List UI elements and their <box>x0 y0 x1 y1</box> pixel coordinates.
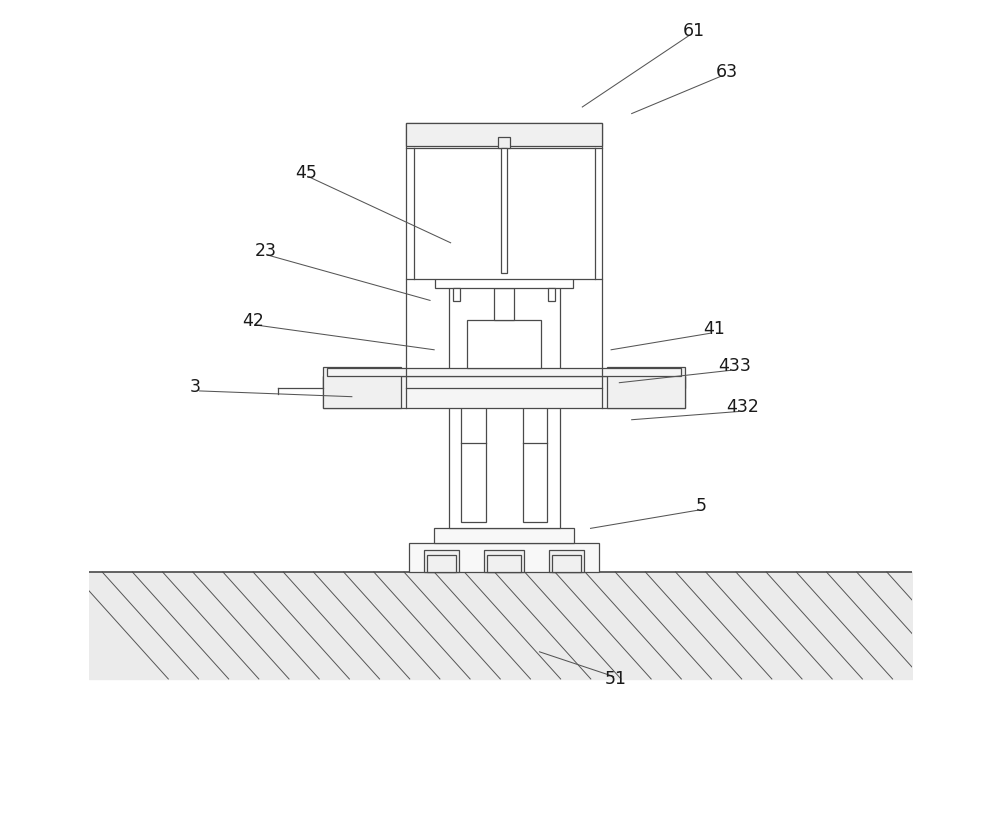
Bar <box>607 367 685 407</box>
Bar <box>449 224 560 528</box>
Bar <box>453 287 460 300</box>
Text: 432: 432 <box>726 398 759 416</box>
Bar <box>406 123 602 279</box>
Bar <box>501 147 507 272</box>
Bar <box>435 272 573 287</box>
Bar <box>323 376 685 407</box>
Bar <box>487 556 521 572</box>
Text: 42: 42 <box>242 312 264 330</box>
Bar <box>409 543 599 572</box>
Bar <box>498 137 510 147</box>
Text: 5: 5 <box>696 497 707 515</box>
Bar <box>327 368 681 376</box>
Text: 23: 23 <box>254 242 276 260</box>
Bar <box>424 551 459 572</box>
Text: 433: 433 <box>718 357 751 375</box>
Bar <box>484 551 524 572</box>
Bar <box>323 376 685 388</box>
Text: 3: 3 <box>190 378 201 396</box>
Bar <box>467 320 541 368</box>
Bar <box>549 551 584 572</box>
Bar <box>461 370 486 522</box>
Bar <box>406 123 602 146</box>
Bar <box>552 556 581 572</box>
Bar <box>323 367 401 407</box>
Bar <box>494 287 514 320</box>
Bar <box>548 287 555 300</box>
Text: 45: 45 <box>296 164 318 182</box>
Bar <box>427 556 456 572</box>
Text: 63: 63 <box>715 63 737 81</box>
Text: 61: 61 <box>682 22 704 40</box>
Bar <box>523 370 547 522</box>
Text: 51: 51 <box>604 670 626 688</box>
Bar <box>434 528 574 543</box>
Text: 41: 41 <box>703 320 725 338</box>
